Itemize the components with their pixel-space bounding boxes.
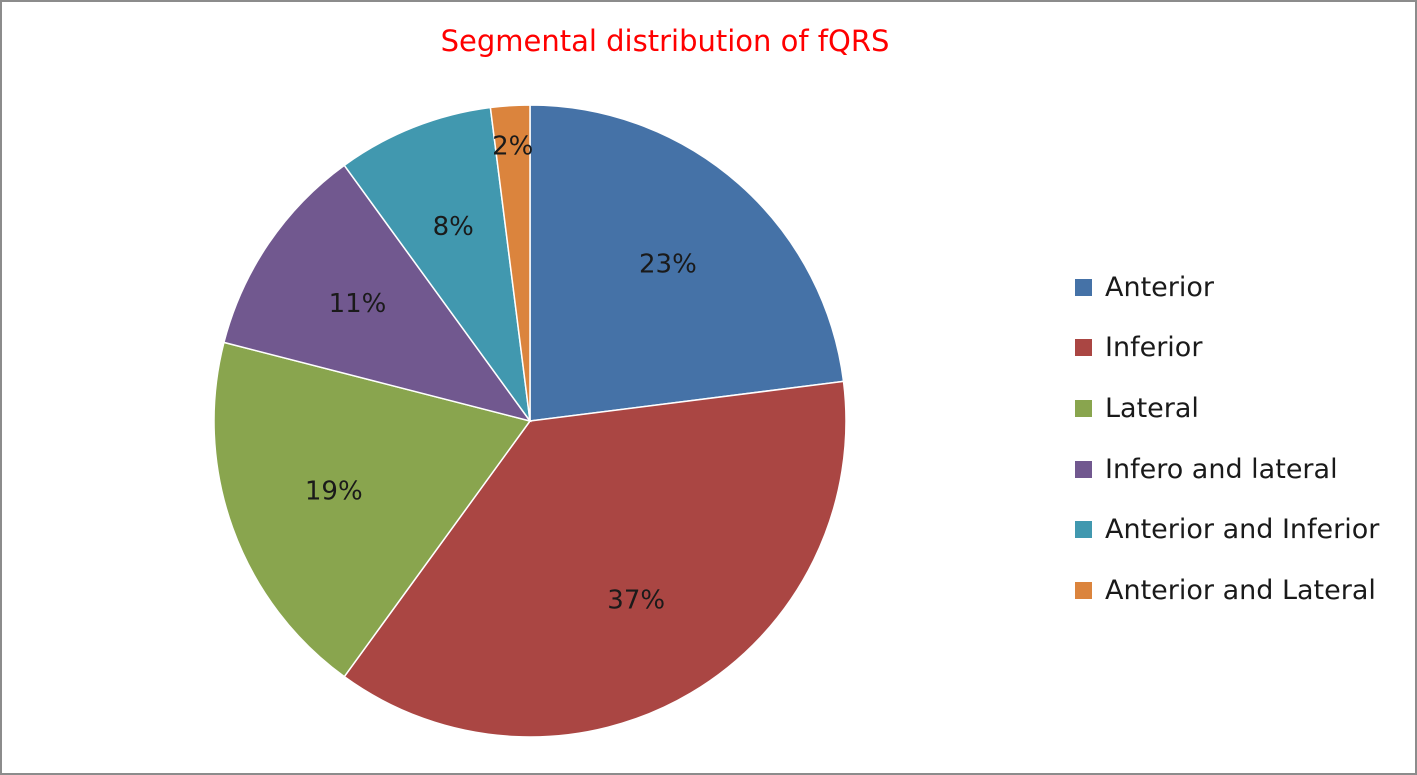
pie-slice-anterior-and-inferior (343, 106, 531, 422)
legend-swatch-anterior-and-inferior (1075, 521, 1092, 539)
pie-slice-inferior (343, 380, 847, 738)
legend-item-infero-and-lateral: Infero and lateral (1075, 439, 1379, 500)
legend-swatch-anterior (1075, 278, 1092, 296)
data-label-anterior-and-inferior: 8% (433, 212, 474, 242)
data-label-infero-and-lateral: 11% (329, 289, 387, 319)
legend-item-lateral: Lateral (1075, 378, 1379, 439)
legend-label-anterior: Anterior (1105, 271, 1215, 303)
legend-item-anterior-and-inferior: Anterior and Inferior (1075, 499, 1379, 560)
legend-swatch-lateral (1075, 399, 1092, 417)
data-label-lateral: 19% (305, 477, 363, 507)
legend-label-anterior-and-inferior: Anterior and Inferior (1105, 514, 1380, 546)
pie-slice-anterior (529, 104, 845, 422)
legend-swatch-inferior (1075, 339, 1092, 357)
chart-title: Segmental distribution of fQRS (440, 24, 890, 58)
pie-slice-infero-and-lateral (223, 164, 532, 423)
data-label-inferior: 37% (607, 586, 665, 616)
legend-label-infero-and-lateral: Infero and lateral (1105, 453, 1338, 485)
legend-swatch-anterior-and-lateral (1075, 581, 1092, 599)
pie-slice-lateral (213, 341, 532, 678)
data-label-anterior: 23% (639, 250, 697, 280)
legend-swatch-infero-and-lateral (1075, 460, 1092, 478)
legend-item-inferior: Inferior (1075, 318, 1379, 379)
data-label-anterior-and-lateral: 2% (492, 132, 533, 162)
legend-item-anterior: Anterior (1075, 257, 1379, 318)
legend-item-anterior-and-lateral: Anterior and Lateral (1075, 560, 1379, 621)
legend-label-inferior: Inferior (1105, 332, 1203, 364)
pie-slice-anterior-and-lateral (489, 104, 531, 422)
legend-label-lateral: Lateral (1105, 392, 1199, 424)
chart-legend: Anterior Inferior Lateral Infero and latera… (1075, 257, 1379, 621)
legend-label-anterior-and-lateral: Anterior and Lateral (1105, 574, 1376, 606)
